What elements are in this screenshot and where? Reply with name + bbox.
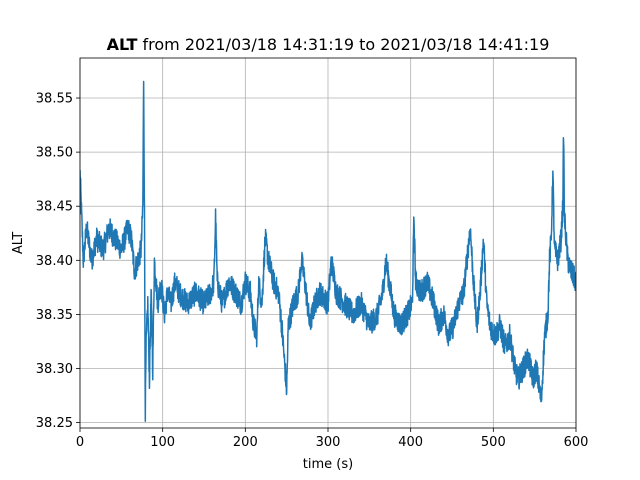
x-tick-label: 600 (564, 435, 589, 450)
chart-title-range: from 2021/03/18 14:31:19 to 2021/03/18 1… (137, 35, 549, 54)
x-tick-label: 200 (233, 435, 258, 450)
x-axis-label: time (s) (303, 457, 353, 472)
y-axis-label: ALT (11, 232, 26, 254)
y-tick-label: 38.25 (36, 416, 73, 431)
chart-title: ALT from 2021/03/18 14:31:19 to 2021/03/… (107, 35, 550, 54)
y-tick-label: 38.45 (36, 200, 73, 215)
alt-series-line (80, 80, 576, 422)
x-tick-label: 0 (76, 435, 84, 450)
y-tick-label: 38.55 (36, 92, 73, 107)
x-tick-label: 500 (481, 435, 506, 450)
y-tick-label: 38.30 (36, 362, 73, 377)
chart-title-variable: ALT (107, 35, 138, 54)
x-tick-label: 100 (150, 435, 175, 450)
y-tick-label: 38.40 (36, 254, 73, 269)
x-tick-label: 300 (316, 435, 341, 450)
y-tick-label: 38.50 (36, 146, 73, 161)
x-tick-label: 400 (398, 435, 423, 450)
y-axis-ticks: 38.25 38.30 38.35 38.40 38.45 38.50 38.55 (36, 92, 80, 431)
grid-lines (79, 58, 577, 428)
x-axis-ticks: 0 100 200 300 400 500 600 (76, 428, 589, 450)
y-tick-label: 38.35 (36, 308, 73, 323)
plot-area (80, 80, 576, 422)
